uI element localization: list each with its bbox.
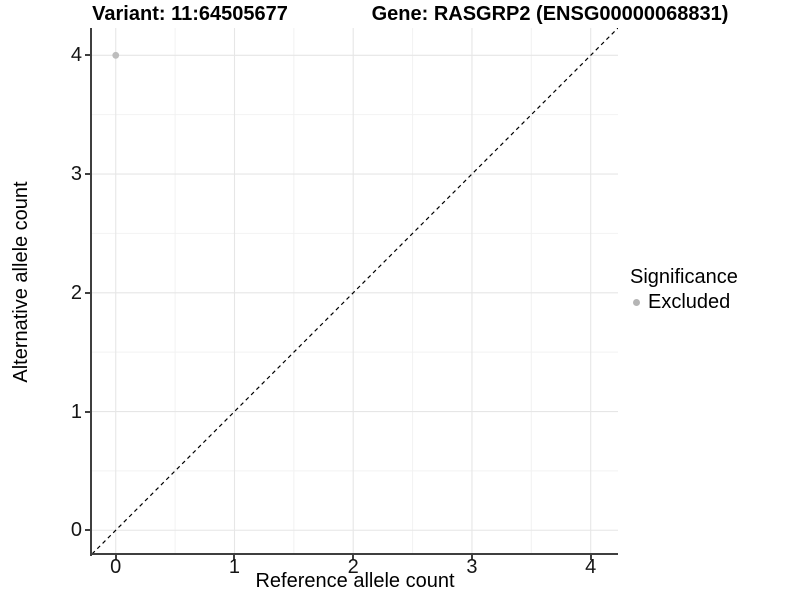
x-tick-label: 3 [466,556,478,578]
legend-item-label: Excluded [648,291,731,313]
y-tick-mark [85,54,90,57]
y-tick-label: 4 [70,44,82,67]
gene-title: Gene: RASGRP2 (ENSG00000068831) [371,3,729,25]
y-tick-mark [85,291,90,294]
legend-point-icon [633,299,640,306]
y-tick-mark [85,173,90,176]
legend: Significance Excluded [630,264,738,315]
x-axis-title: Reference allele count [255,570,455,592]
variant-title: Variant: 11:64505677 [92,3,288,25]
x-tick-label: 1 [228,556,241,578]
y-tick-mark [85,529,90,532]
y-tick-label: 1 [70,400,82,423]
x-axis-line [90,553,618,555]
data-point [112,51,120,59]
plot-canvas [92,28,618,554]
y-tick-label: 3 [70,163,82,186]
y-axis-title: Alternative allele count [10,181,32,383]
legend-title: Significance [630,266,738,288]
x-tick-mark [233,555,236,560]
identity-line [92,28,618,554]
x-tick-label: 2 [347,556,359,578]
legend-items: Excluded [630,290,738,315]
x-tick-label: 4 [585,556,597,578]
y-tick-label: 2 [70,281,82,304]
x-tick-mark [114,555,117,560]
x-tick-mark [470,555,473,560]
y-tick-label: 0 [70,519,82,542]
x-tick-mark [352,555,355,560]
y-axis-line [90,28,92,556]
x-tick-mark [589,555,592,560]
y-tick-mark [85,410,90,413]
legend-item: Excluded [630,290,738,315]
x-tick-label: 0 [110,556,122,578]
plot-panel [92,28,618,554]
